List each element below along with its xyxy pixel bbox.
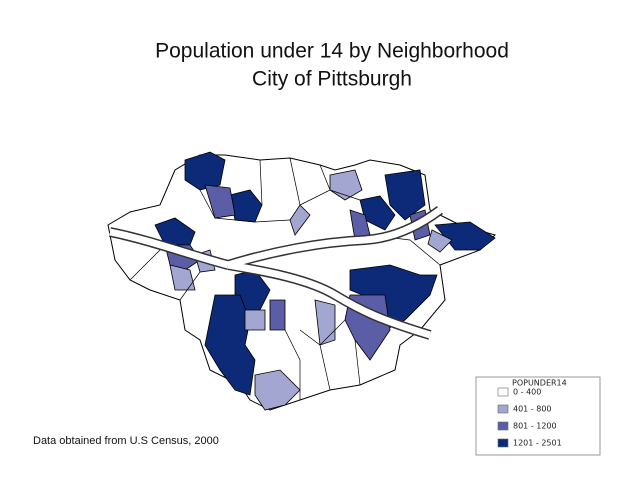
boundary	[354, 339, 361, 386]
legend-label: 1201 - 2501	[513, 439, 562, 448]
neighborhood	[169, 264, 196, 291]
boundary	[319, 164, 331, 191]
title-line-2: City of Pittsburgh	[252, 68, 412, 91]
neighborhood	[384, 169, 426, 221]
neighborhood	[204, 184, 236, 219]
boundary	[319, 344, 331, 391]
neighborhood	[229, 189, 263, 223]
neighborhood	[314, 299, 336, 346]
legend: POPUNDER14 0 - 400 401 - 800 801 - 1200 120…	[475, 376, 601, 456]
neighborhood	[289, 204, 311, 236]
neighborhood	[269, 299, 286, 331]
boundary	[179, 271, 201, 301]
neighborhood	[434, 221, 496, 251]
legend-swatch	[497, 421, 509, 431]
neighborhood	[254, 369, 301, 411]
neighborhood	[184, 151, 226, 191]
neighborhood	[427, 229, 453, 253]
river	[227, 261, 432, 339]
boundary	[259, 159, 263, 206]
river	[226, 207, 443, 269]
boundary	[284, 329, 301, 400]
legend-label: 0 - 400	[513, 388, 541, 397]
legend-box	[475, 376, 601, 456]
neighborhood	[244, 309, 266, 331]
legend-swatch	[497, 387, 509, 397]
river	[109, 228, 229, 269]
boundary	[289, 157, 301, 206]
boundary	[129, 244, 166, 281]
neighborhood-map	[107, 151, 496, 411]
source-note: Data obtained from U.S Census, 2000	[33, 435, 219, 447]
legend-title: POPUNDER14	[512, 379, 567, 388]
legend-label: 401 - 800	[513, 405, 552, 414]
neighborhood	[204, 294, 256, 396]
boundary	[199, 189, 291, 223]
title-line-1: Population under 14 by Neighborhood	[155, 40, 509, 63]
legend-swatch	[497, 438, 509, 448]
legend-swatch	[497, 404, 509, 414]
legend-label: 801 - 1200	[513, 422, 557, 431]
